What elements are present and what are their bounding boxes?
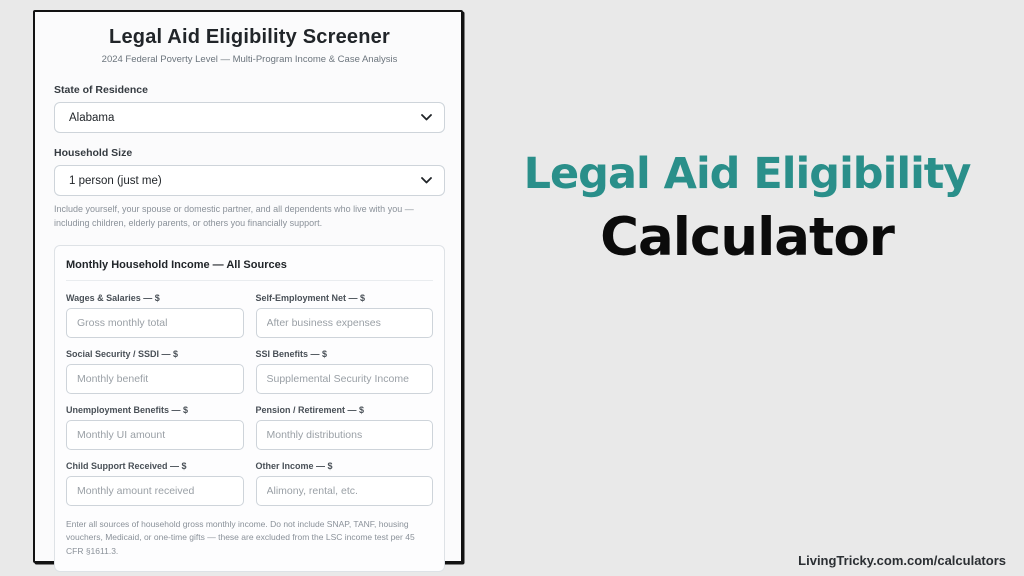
screener-card: Legal Aid Eligibility Screener 2024 Fede…: [33, 10, 463, 572]
income-field-label: SSI Benefits — $: [255, 348, 328, 359]
income-field-label: Unemployment Benefits — $: [66, 404, 189, 415]
chevron-down-icon: [421, 177, 432, 184]
state-select[interactable]: Alabama: [54, 102, 445, 133]
household-size-help-text: Include yourself, your spouse or domesti…: [54, 204, 414, 228]
income-field-ssi: SSI Benefits — $: [255, 348, 433, 394]
income-section: Monthly Household Income — All Sources W…: [54, 244, 445, 572]
income-field-label: Wages & Salaries — $: [66, 292, 160, 303]
household-size-select[interactable]: 1 person (just me): [54, 165, 445, 196]
household-size-label: Household Size: [54, 147, 133, 159]
income-field-label: Other Income — $: [255, 460, 333, 471]
income-field-self-employment: Self-Employment Net — $: [255, 292, 433, 338]
self-employment-input[interactable]: [255, 307, 433, 338]
income-field-label: Child Support Received — $: [66, 460, 187, 471]
income-field-other: Other Income — $: [255, 460, 433, 506]
income-field-social-security: Social Security / SSDI — $: [66, 349, 244, 394]
screener-subtitle: 2024 Federal Poverty Level — Multi-Progr…: [101, 54, 398, 65]
hero-title-line1: Legal Aid Eligibility: [523, 148, 972, 199]
income-field-label: Self-Employment Net — $: [255, 292, 366, 303]
income-field-unemployment: Unemployment Benefits — $: [66, 405, 244, 450]
income-field-label: Social Security / SSDI — $: [66, 348, 179, 359]
wages-salaries-input[interactable]: [66, 307, 244, 338]
pension-retirement-input[interactable]: [255, 419, 433, 450]
income-field-pension: Pension / Retirement — $: [255, 404, 433, 450]
social-security-input[interactable]: [66, 363, 244, 394]
unemployment-benefits-input[interactable]: [66, 419, 244, 450]
ssi-benefits-input[interactable]: [255, 363, 433, 394]
state-of-residence-label: State of Residence: [54, 84, 148, 96]
household-size-select-value: 1 person (just me): [69, 174, 162, 187]
screener-title: Legal Aid Eligibility Screener: [109, 26, 390, 48]
state-select-value: Alabama: [69, 111, 115, 124]
income-section-title: Monthly Household Income — All Sources: [66, 259, 433, 281]
income-field-wages: Wages & Salaries — $: [66, 293, 244, 338]
other-income-input[interactable]: [255, 475, 433, 506]
chevron-down-icon: [421, 114, 432, 121]
hero-banner: Legal Aid Eligibility Calculator: [470, 0, 1024, 576]
income-fields-grid: Wages & Salaries — $ Self-Employment Net…: [66, 293, 433, 506]
hero-title-line2: Calculator: [600, 206, 895, 268]
site-watermark: LivingTricky.com.com/calculators: [798, 553, 1006, 568]
income-section-note: Enter all sources of household gross mon…: [66, 518, 415, 557]
income-field-child-support: Child Support Received — $: [66, 461, 244, 506]
income-field-label: Pension / Retirement — $: [255, 404, 365, 415]
child-support-input[interactable]: [66, 475, 244, 506]
